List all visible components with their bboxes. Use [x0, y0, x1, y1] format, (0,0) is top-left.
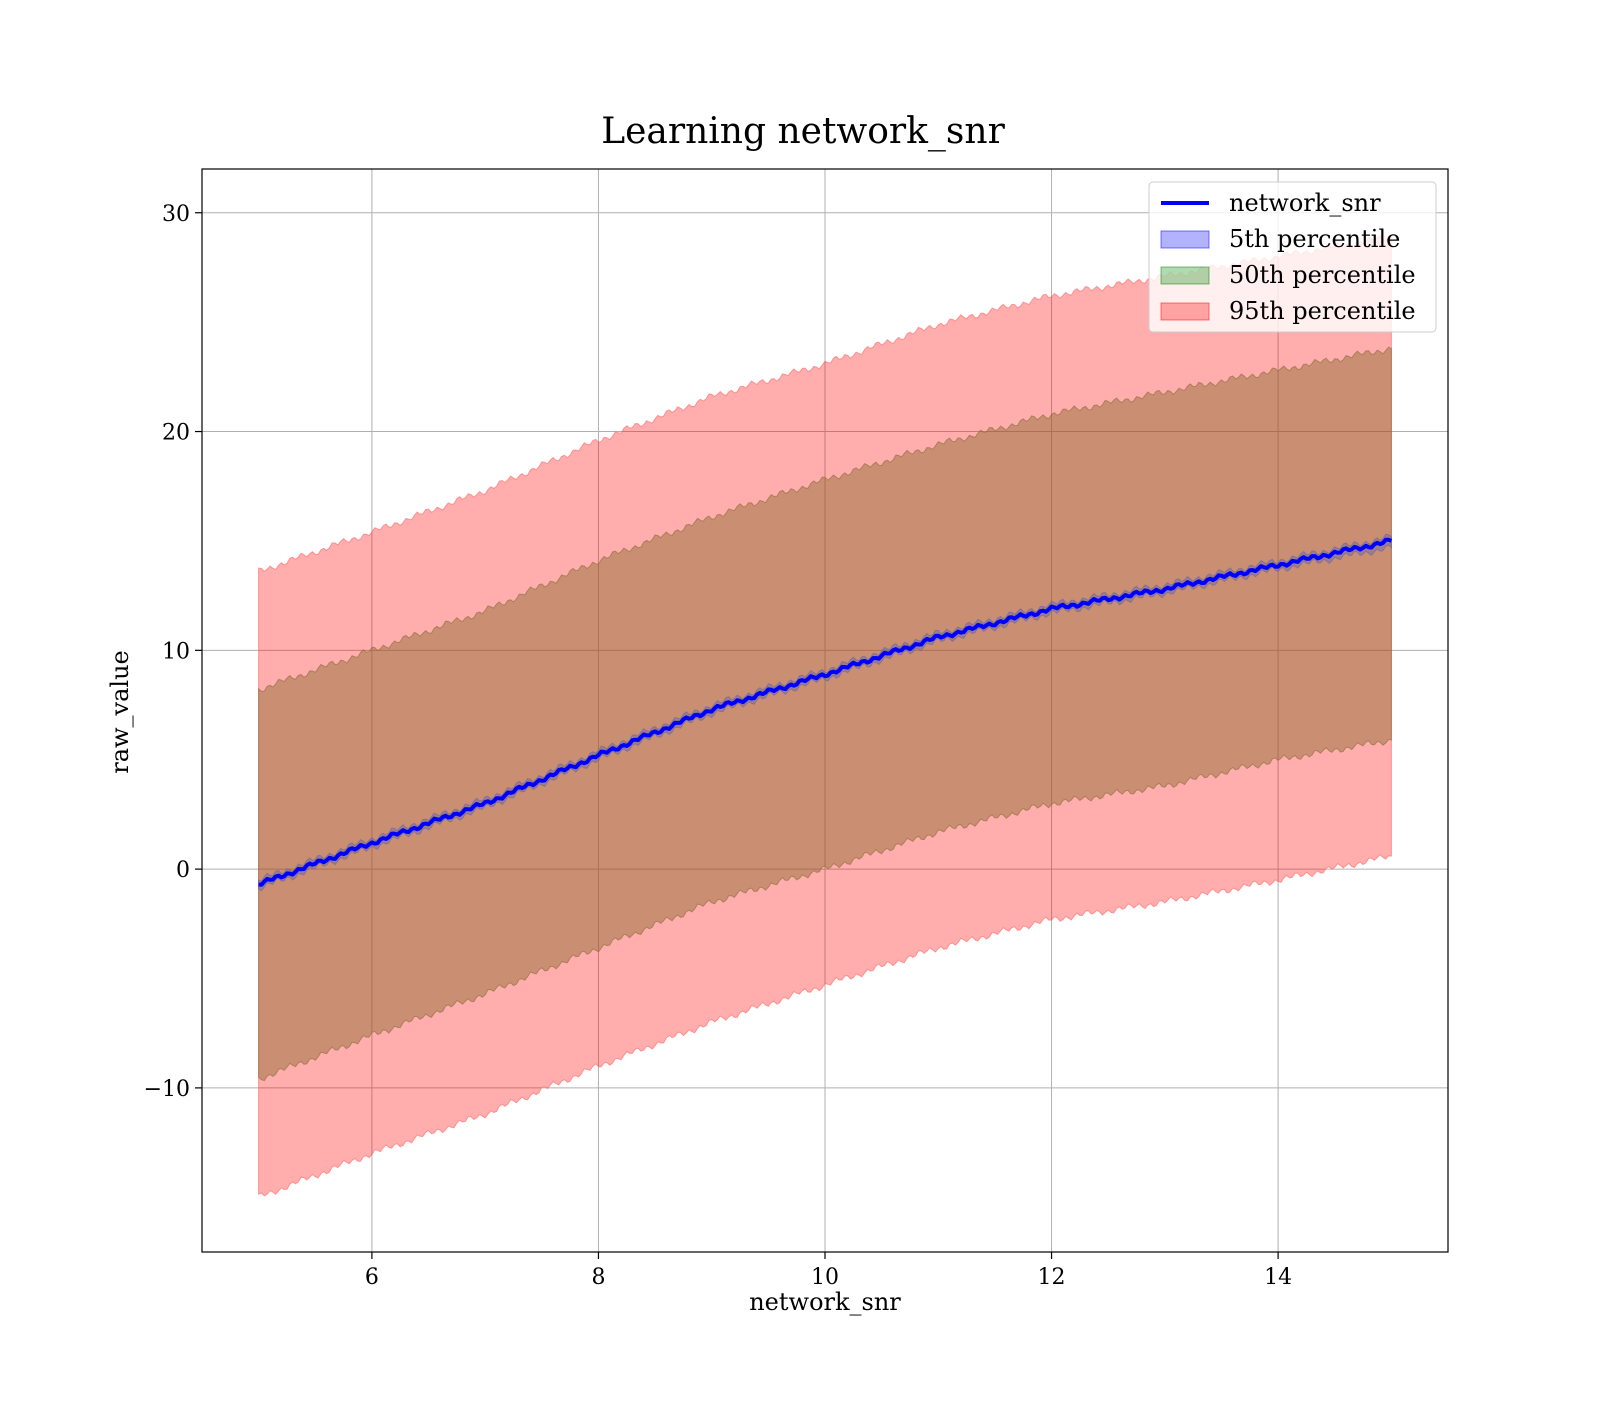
band-5th-percentile — [258, 533, 1392, 892]
legend-label-5th-percentile: 5th percentile — [1229, 225, 1400, 253]
axis-ticks: 6 8 10 12 14 −10 0 10 20 30 — [144, 202, 1293, 1290]
x-tick-label-0: 6 — [365, 1265, 379, 1290]
y-tick-label-4: 30 — [162, 202, 190, 227]
legend-label-network_snr: network_snr — [1229, 189, 1381, 217]
legend-box — [1148, 181, 1437, 333]
band-50th-percentile — [258, 346, 1392, 1082]
legend-swatch-50th-percentile — [1160, 266, 1210, 285]
y-tick-label-1: 0 — [176, 858, 190, 883]
legend-label-50th-percentile: 50th percentile — [1229, 261, 1416, 289]
x-tick-label-1: 8 — [591, 1265, 605, 1290]
chart-title: Learning network_snr — [601, 111, 1005, 152]
band-95th-percentile — [258, 235, 1392, 1197]
y-axis-label: raw_value — [106, 650, 134, 774]
percentile-bands — [258, 235, 1392, 1197]
x-axis-label: network_snr — [749, 1288, 901, 1316]
x-tick-label-2: 10 — [811, 1265, 839, 1290]
legend-label-95th-percentile: 95th percentile — [1229, 297, 1416, 325]
series-lines — [258, 537, 1393, 887]
legend-swatch-95th-percentile — [1160, 302, 1210, 321]
x-tick-label-3: 12 — [1038, 1265, 1066, 1290]
legend-swatch-5th-percentile — [1160, 230, 1210, 249]
x-tick-label-4: 14 — [1264, 1265, 1292, 1290]
y-tick-label-0: −10 — [144, 1077, 190, 1102]
series-line-network_snr — [258, 537, 1393, 887]
legend: network_snr 5th percentile 50th percentile… — [1148, 181, 1437, 333]
y-tick-label-2: 10 — [162, 639, 190, 664]
legend-items: network_snr 5th percentile 50th percentile… — [1160, 189, 1416, 325]
y-tick-label-3: 20 — [162, 421, 190, 446]
